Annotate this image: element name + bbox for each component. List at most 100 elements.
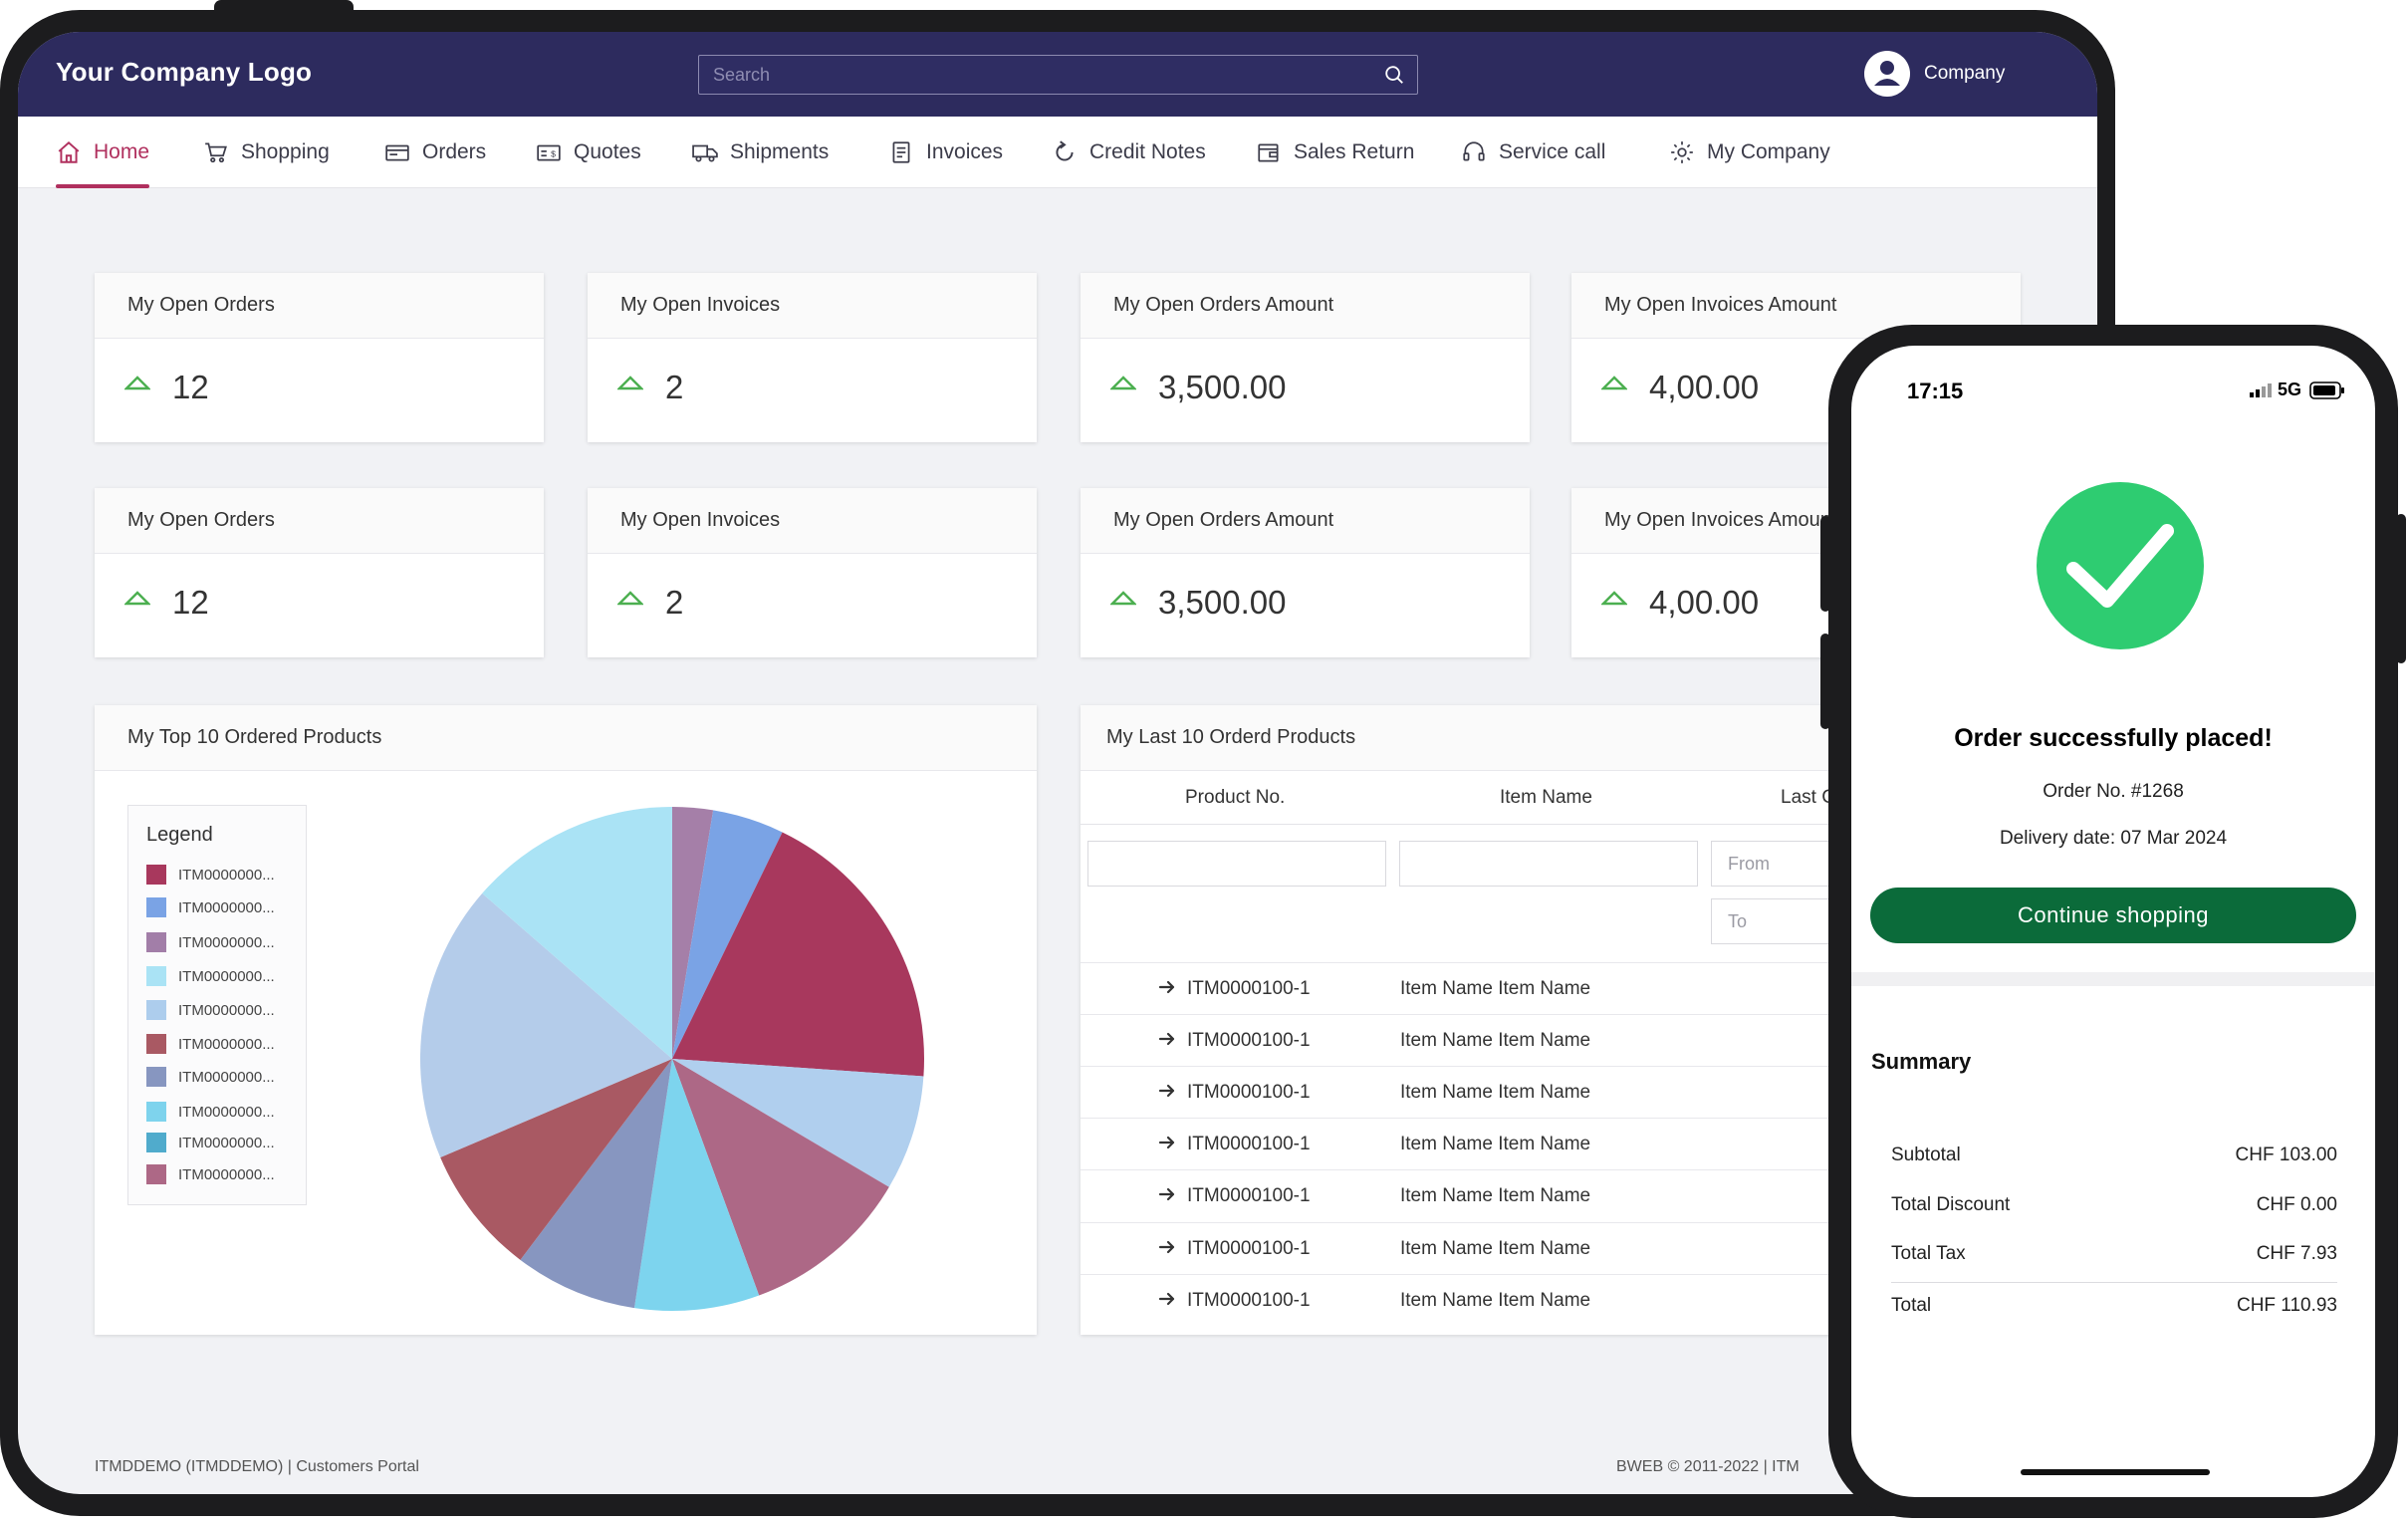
section-divider [1851,972,2375,986]
pie-slice[interactable] [440,1059,672,1260]
main-nav: Home Shopping Orders $ Quotes Shipments … [18,117,2097,188]
nav-orders[interactable]: Orders [384,117,486,188]
legend-item[interactable]: ITM0000000... [146,1101,275,1123]
legend-item[interactable]: ITM0000000... [146,896,275,918]
pie-slice[interactable] [672,807,714,1059]
kpi-title: My Open Orders Amount [1081,488,1530,554]
arrow-right-icon[interactable] [1157,1289,1177,1309]
pie-slice[interactable] [482,807,672,1059]
nav-orders-label: Orders [422,140,487,163]
pie-slice[interactable] [672,810,783,1059]
arrow-right-icon[interactable] [1157,1029,1177,1049]
nav-quotes-label: Quotes [574,140,641,163]
home-indicator[interactable] [2021,1469,2210,1475]
pie-slice[interactable] [633,1059,760,1311]
kpi-title: My Open Invoices [588,488,1037,554]
nav-invoices[interactable]: Invoices [888,117,1003,188]
nav-credit-notes[interactable]: Credit Notes [1052,117,1206,188]
col-product-no[interactable]: Product No. [1185,787,1286,808]
pie-slice[interactable] [520,1059,672,1309]
cell-item-name: Item Name Item Name [1400,1290,1591,1311]
legend-item[interactable]: ITM0000000... [146,1033,275,1055]
cell-product-no: ITM0000100-1 [1187,1290,1311,1311]
filter-from-placeholder: From [1728,854,1770,874]
tablet-screen: Your Company Logo Search Company Home Sh… [18,32,2097,1494]
legend-label: ITM0000000... [178,1035,275,1053]
success-check-icon [2037,482,2204,649]
kpi-value: 4,00.00 [1649,584,1760,621]
legend-item[interactable]: ITM0000000... [146,1132,275,1153]
col-item-name[interactable]: Item Name [1500,787,1592,808]
tablet-frame: Your Company Logo Search Company Home Sh… [0,0,2115,1516]
kpi-value: 12 [172,369,209,405]
nav-service-call[interactable]: Service call [1461,117,1605,188]
footer-left: ITMDDEMO (ITMDDEMO) | Customers Portal [95,1458,419,1475]
user-menu[interactable]: Company [1864,51,2005,97]
search-input[interactable]: Search [698,55,1418,95]
legend-item[interactable]: ITM0000000... [146,1163,275,1185]
arrow-right-icon[interactable] [1157,1081,1177,1101]
nav-shipments-label: Shipments [730,140,830,163]
company-logo[interactable]: Your Company Logo [56,57,313,87]
filter-item-name[interactable] [1399,841,1698,887]
footer-right: BWEB © 2011-2022 | ITM [1616,1458,1800,1475]
pie-slice[interactable] [672,1059,889,1296]
kpi-open-orders-amount[interactable]: My Open Orders Amount 3,500.00 [1081,488,1530,657]
arrow-right-icon[interactable] [1157,1237,1177,1257]
col-last[interactable]: Last C [1781,787,1835,808]
legend-label: ITM0000000... [178,967,275,985]
nav-shopping[interactable]: Shopping [203,117,330,188]
pie-slice[interactable] [420,892,672,1158]
pie-slice[interactable] [672,1059,924,1187]
legend-swatch [146,865,166,885]
legend-swatch [146,1034,166,1054]
success-title: Order successfully placed! [1954,724,2273,752]
legend-item[interactable]: ITM0000000... [146,1066,275,1088]
trend-up-icon [617,591,643,606]
arrow-right-icon[interactable] [1157,977,1177,997]
legend-swatch [146,1000,166,1020]
legend-item[interactable]: ITM0000000... [146,965,275,987]
nav-home[interactable]: Home [56,117,150,188]
continue-shopping-button[interactable]: Continue shopping [1870,888,2356,943]
avatar[interactable] [1864,51,1910,97]
filter-product-no[interactable] [1087,841,1386,887]
legend-swatch [146,1102,166,1122]
nav-quotes[interactable]: $ Quotes [536,117,641,188]
table-header: Product No. Item Name Last C [1081,771,2097,825]
kpi-open-orders[interactable]: My Open Orders 12 [95,488,544,657]
summary-value: CHF 110.93 [2236,1295,2337,1316]
kpi-open-orders[interactable]: My Open Orders 12 [95,273,544,442]
legend-item[interactable]: ITM0000000... [146,999,275,1021]
nav-credit-notes-label: Credit Notes [1089,140,1206,163]
refresh-icon [1056,140,1074,161]
kpi-value: 12 [172,584,209,621]
summary-value: CHF 103.00 [2235,1144,2337,1165]
cell-item-name: Item Name Item Name [1400,1030,1591,1051]
kpi-open-invoices[interactable]: My Open Invoices 2 [588,273,1037,442]
nav-my-company[interactable]: My Company [1669,117,1830,188]
summary-label: Subtotal [1891,1144,1961,1165]
arrow-right-icon[interactable] [1157,1133,1177,1152]
nav-sales-return[interactable]: Sales Return [1256,117,1414,188]
legend-item[interactable]: ITM0000000... [146,931,275,953]
arrow-right-icon[interactable] [1157,1184,1177,1204]
legend-item[interactable]: ITM0000000... [146,864,275,886]
nav-shipments[interactable]: Shipments [692,117,829,188]
nav-my-company-label: My Company [1707,140,1830,163]
legend-label: ITM0000000... [178,1068,275,1086]
pie-chart[interactable] [413,800,931,1318]
cell-item-name: Item Name Item Name [1400,1238,1591,1259]
summary-value: CHF 0.00 [2256,1194,2337,1215]
summary-value: CHF 7.93 [2256,1243,2337,1264]
kpi-open-orders-amount[interactable]: My Open Orders Amount 3,500.00 [1081,273,1530,442]
search-icon[interactable] [1383,64,1405,86]
truck-icon [692,144,718,162]
kpi-open-invoices[interactable]: My Open Invoices 2 [588,488,1037,657]
pie-slice[interactable] [672,832,924,1077]
